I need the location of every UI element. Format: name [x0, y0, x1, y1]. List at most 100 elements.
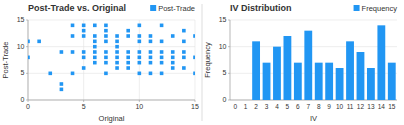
scatter-point: [104, 50, 108, 54]
scatter-point: [115, 40, 119, 44]
scatter-point: [171, 61, 175, 65]
grid: [28, 20, 195, 100]
scatter-point: [138, 56, 142, 60]
scatter-point: [28, 40, 30, 44]
bar: [304, 31, 312, 100]
x-tick-label: 1: [244, 103, 248, 110]
bar: [263, 63, 271, 100]
y-tick-label: 5: [21, 69, 25, 76]
scatter-point: [60, 82, 64, 86]
x-axis-label: IV: [310, 114, 317, 123]
x-tick-label: 10: [336, 103, 344, 110]
grid-line-x: [28, 20, 29, 100]
bar: [336, 68, 344, 100]
scatter-point: [193, 34, 195, 38]
scatter-point: [104, 72, 108, 76]
scatter-point: [71, 72, 75, 76]
bar: [242, 100, 250, 101]
scatter-point: [193, 72, 195, 76]
scatter-point: [115, 66, 119, 70]
bar: [273, 47, 281, 100]
bar: [283, 36, 291, 100]
scatter-point: [171, 50, 175, 54]
x-tick-label: 2: [254, 103, 258, 110]
scatter-point: [93, 40, 97, 44]
scatter-point: [115, 61, 119, 65]
scatter-point: [149, 56, 153, 60]
scatter-point: [104, 61, 108, 65]
scatter-point: [149, 72, 153, 76]
bar: [377, 25, 385, 100]
x-tick-label: 5: [286, 103, 290, 110]
legend: Frequency: [354, 4, 398, 13]
scatter-point: [149, 50, 153, 54]
scatter-point: [126, 29, 130, 33]
scatter-point: [149, 61, 153, 65]
scatter-point: [93, 34, 97, 38]
bar: [325, 63, 333, 100]
grid-line-y: [28, 100, 195, 101]
scatter-point: [93, 56, 97, 60]
scatter-point: [171, 66, 175, 70]
marks: [28, 24, 195, 92]
legend-swatch: [354, 5, 360, 11]
x-tick-label: 0: [233, 103, 237, 110]
x-tick-label: 15: [191, 103, 199, 110]
x-tick-label: 10: [135, 103, 143, 110]
y-tick-label: 10: [17, 43, 25, 50]
scatter-point: [138, 24, 142, 28]
x-tick-label: 8: [317, 103, 321, 110]
bar: [346, 41, 354, 100]
bar: [252, 41, 260, 100]
scatter-point: [71, 24, 75, 28]
y-tick-label: 0: [21, 96, 25, 103]
scatter-point: [182, 56, 186, 60]
scatter-point: [60, 50, 64, 54]
scatter-point: [60, 88, 64, 92]
scatter-point: [149, 40, 153, 44]
scatter-point: [182, 66, 186, 70]
chart-bar: 0510150123456789101112131415IV Distribut…: [203, 3, 397, 123]
x-tick-label: 0: [26, 103, 30, 110]
chart-title: Post-Trade vs. Original: [28, 3, 126, 13]
scatter-point: [126, 56, 130, 60]
x-axis-label: Original: [99, 114, 125, 123]
scatter-point: [160, 61, 164, 65]
grid-line-y: [28, 46, 195, 47]
x-tick-label: 11: [347, 103, 354, 110]
bar: [231, 100, 239, 101]
scatter-point: [93, 24, 97, 28]
scatter-point: [182, 50, 186, 54]
page: {"chart_data": [ {"type": "scatter", "ti…: [0, 0, 404, 125]
scatter-point: [182, 29, 186, 33]
scatter-point: [160, 50, 164, 54]
scatter-point: [93, 50, 97, 54]
scatter-point: [138, 34, 142, 38]
scatter-point: [82, 29, 86, 33]
y-tick-label: 15: [219, 16, 227, 23]
y-axis-line: [28, 20, 29, 100]
scatter-point: [71, 50, 75, 54]
scatter-point: [182, 40, 186, 44]
y-tick-label: 15: [17, 16, 25, 23]
y-tick-label: 10: [219, 43, 227, 50]
scatter-point: [82, 24, 86, 28]
scatter-point: [160, 72, 164, 76]
legend-label: Frequency: [362, 4, 398, 13]
scatter-point: [160, 24, 164, 28]
x-tick-label: 5: [82, 103, 86, 110]
legend-swatch: [150, 5, 156, 11]
scatter-point: [115, 34, 119, 38]
scatter-point: [193, 56, 195, 60]
scatter-point: [126, 50, 130, 54]
x-tick-label: 9: [327, 103, 331, 110]
marks: [252, 25, 396, 100]
grid-line-y: [28, 73, 195, 74]
grid-line-x: [139, 20, 140, 100]
x-tick-label: 12: [357, 103, 365, 110]
grid: [230, 20, 397, 100]
bar: [367, 68, 375, 100]
bar: [388, 63, 396, 100]
chart-canvas: 051015051015Post-Trade vs. OriginalOrigi…: [0, 0, 404, 125]
scatter-point: [104, 24, 108, 28]
